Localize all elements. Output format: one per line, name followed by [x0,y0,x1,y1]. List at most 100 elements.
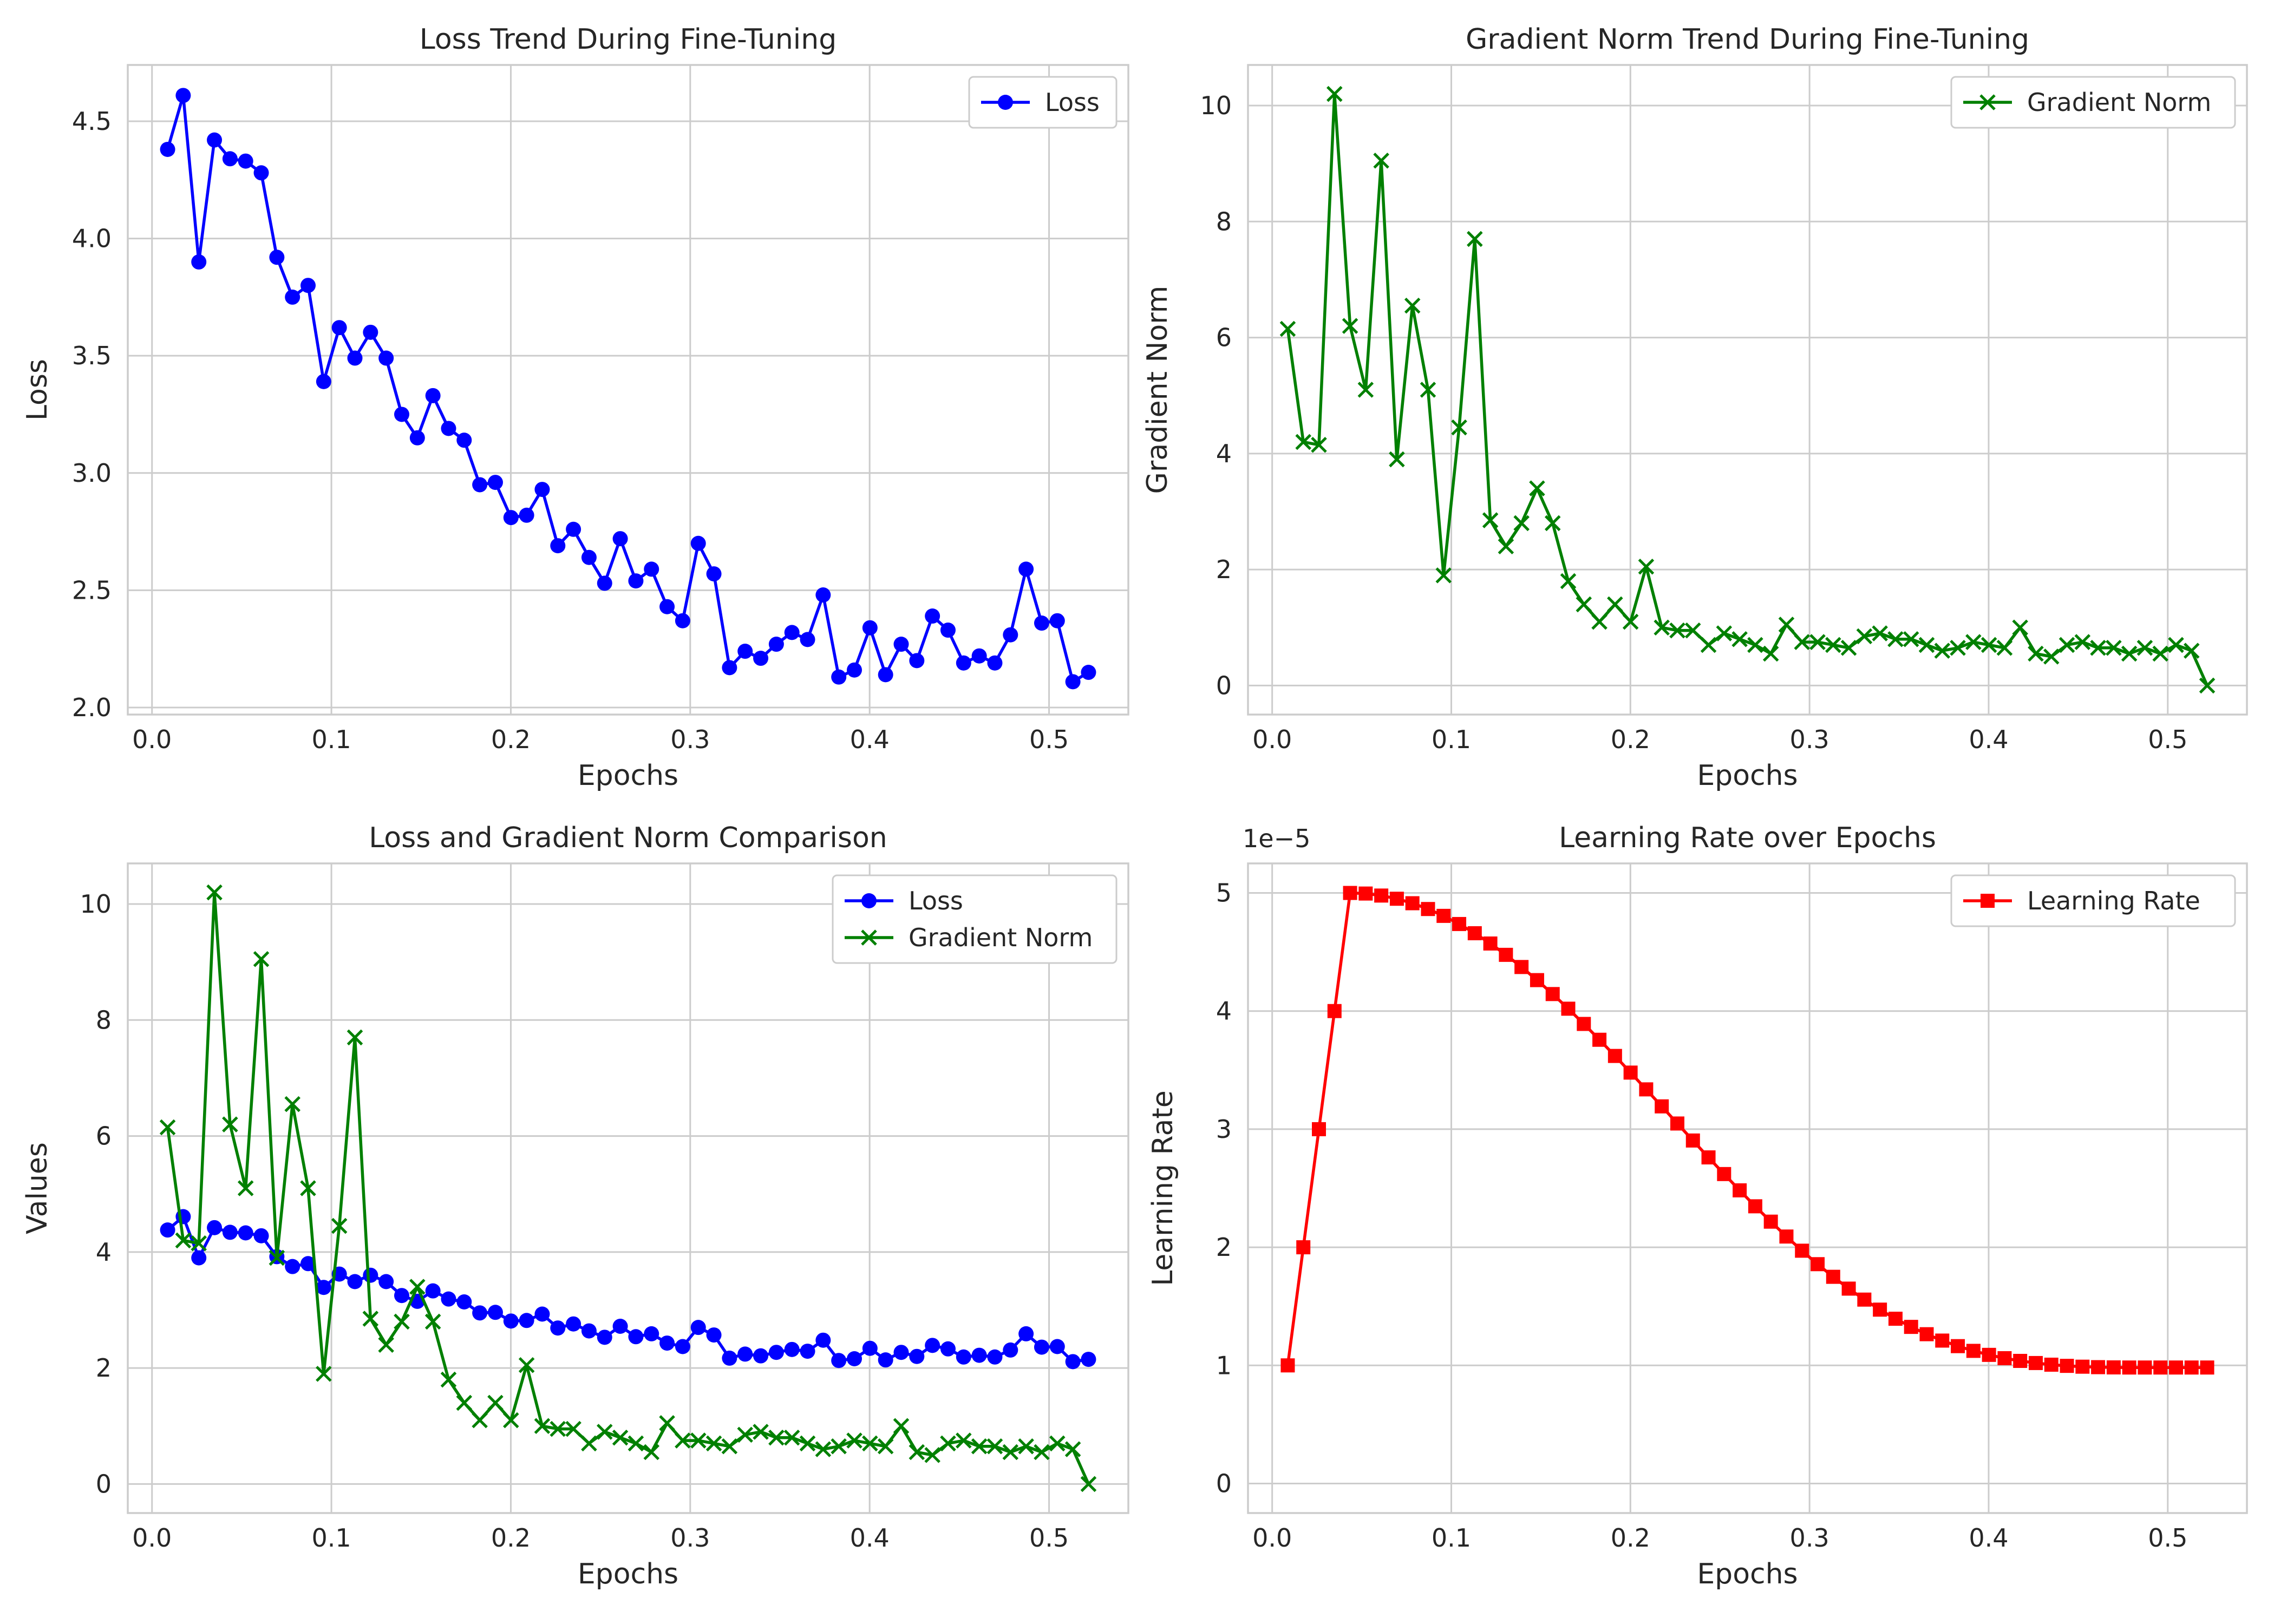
data-point [269,250,285,265]
data-point [768,1429,785,1446]
data-point [987,655,1003,671]
data-point [1435,567,1452,584]
data-point [893,1418,910,1435]
x-tick-label: 0.0 [1252,1523,1292,1553]
data-point [878,667,893,683]
plot-area [1247,64,2248,716]
data-point [394,1313,410,1330]
x-tick-label: 0.4 [850,1523,890,1553]
data-point [503,1313,519,1329]
x-tick-label: 0.0 [132,1523,172,1553]
data-point [456,1394,473,1411]
data-point [2091,1360,2106,1374]
data-point [159,1119,176,1136]
legend-label: Gradient Norm [2027,88,2211,117]
data-point [1826,1269,1840,1284]
x-tick-label: 0.1 [1432,725,1471,754]
data-point [909,653,925,669]
data-point [2028,645,2044,662]
data-point [222,1224,238,1240]
data-point [659,599,675,614]
data-point [1081,665,1096,680]
data-point [550,1420,566,1437]
data-point [862,1435,878,1452]
data-point [581,1323,597,1339]
y-tick-label: 0 [96,1469,112,1498]
data-point [238,1225,253,1241]
chart-title: Loss and Gradient Norm Comparison [369,822,887,854]
x-tick-label: 0.3 [1790,725,1829,754]
data-point [2028,1355,2043,1370]
legend-item: Learning Rate [1963,886,2200,915]
data-point [831,1438,847,1455]
data-point [1934,643,1951,659]
data-point [1451,419,1467,436]
x-tick-label: 0.4 [1969,725,2008,754]
data-point [2184,643,2200,659]
data-point [2122,1360,2136,1375]
data-point [2059,637,2075,653]
data-point [768,637,784,652]
data-point [706,1327,722,1343]
data-point [1731,631,1748,647]
data-point [253,951,270,967]
data-point [1918,637,1935,653]
data-point [1809,634,1826,650]
legend-marker [861,893,877,908]
data-point [1623,1065,1638,1080]
data-point [1436,908,1451,923]
data-point [440,1371,457,1388]
data-point [1778,617,1795,633]
x-tick-label: 0.3 [1790,1523,1829,1553]
chart-compare: 0.0 0.1 0.2 0.3 0.4 0.5 0 2 4 6 8 10 Loss and Gradie… [21,822,1129,1590]
data-point [596,1424,613,1440]
data-point [940,1341,956,1357]
data-point [612,1319,628,1334]
data-point [1296,1240,1311,1255]
data-point [1654,619,1670,636]
data-point [1529,480,1545,496]
data-point [1811,1257,1825,1272]
data-point [1685,1133,1700,1148]
x-tick-label: 0.5 [2148,1523,2187,1553]
data-point [1996,640,2013,656]
data-point [1374,888,1389,903]
data-point [690,1432,707,1449]
data-point [924,1447,940,1463]
y-tick-label: 1 [1216,1351,1232,1380]
data-point [1982,1347,1996,1362]
data-point [160,141,175,157]
data-point [659,1335,675,1351]
x-tick-label: 0.2 [1611,1523,1650,1553]
x-tick-label: 0.2 [491,1523,531,1553]
data-point [1779,1229,1794,1244]
legend: Gradient Norm [1950,76,2236,129]
x-tick-label: 0.0 [1252,725,1292,754]
data-point [1342,318,1358,334]
data-point [721,1438,738,1455]
series-markers [160,88,1096,690]
data-point [1081,1352,1096,1367]
data-point [815,587,831,603]
data-point [441,421,456,436]
data-point [1034,1339,1049,1355]
data-point [1700,637,1717,653]
legend-box [1950,76,2236,129]
data-point [2043,649,2060,665]
data-point [1670,1116,1684,1131]
data-point [1295,434,1311,450]
data-point [847,1351,862,1366]
data-point [1684,622,1701,639]
data-point [1841,1281,1856,1296]
data-point [378,1274,394,1289]
series-markers [159,884,1097,1492]
data-point [1981,637,1997,653]
data-point [737,644,753,659]
data-point [612,1429,629,1446]
x-axis-label: Epochs [578,759,678,792]
y-tick-label: 2 [96,1353,112,1383]
y-tick-label: 3.5 [72,341,112,370]
chart-title: Loss Trend During Fine-Tuning [420,23,837,56]
data-point [1499,947,1513,962]
data-point [253,165,269,181]
